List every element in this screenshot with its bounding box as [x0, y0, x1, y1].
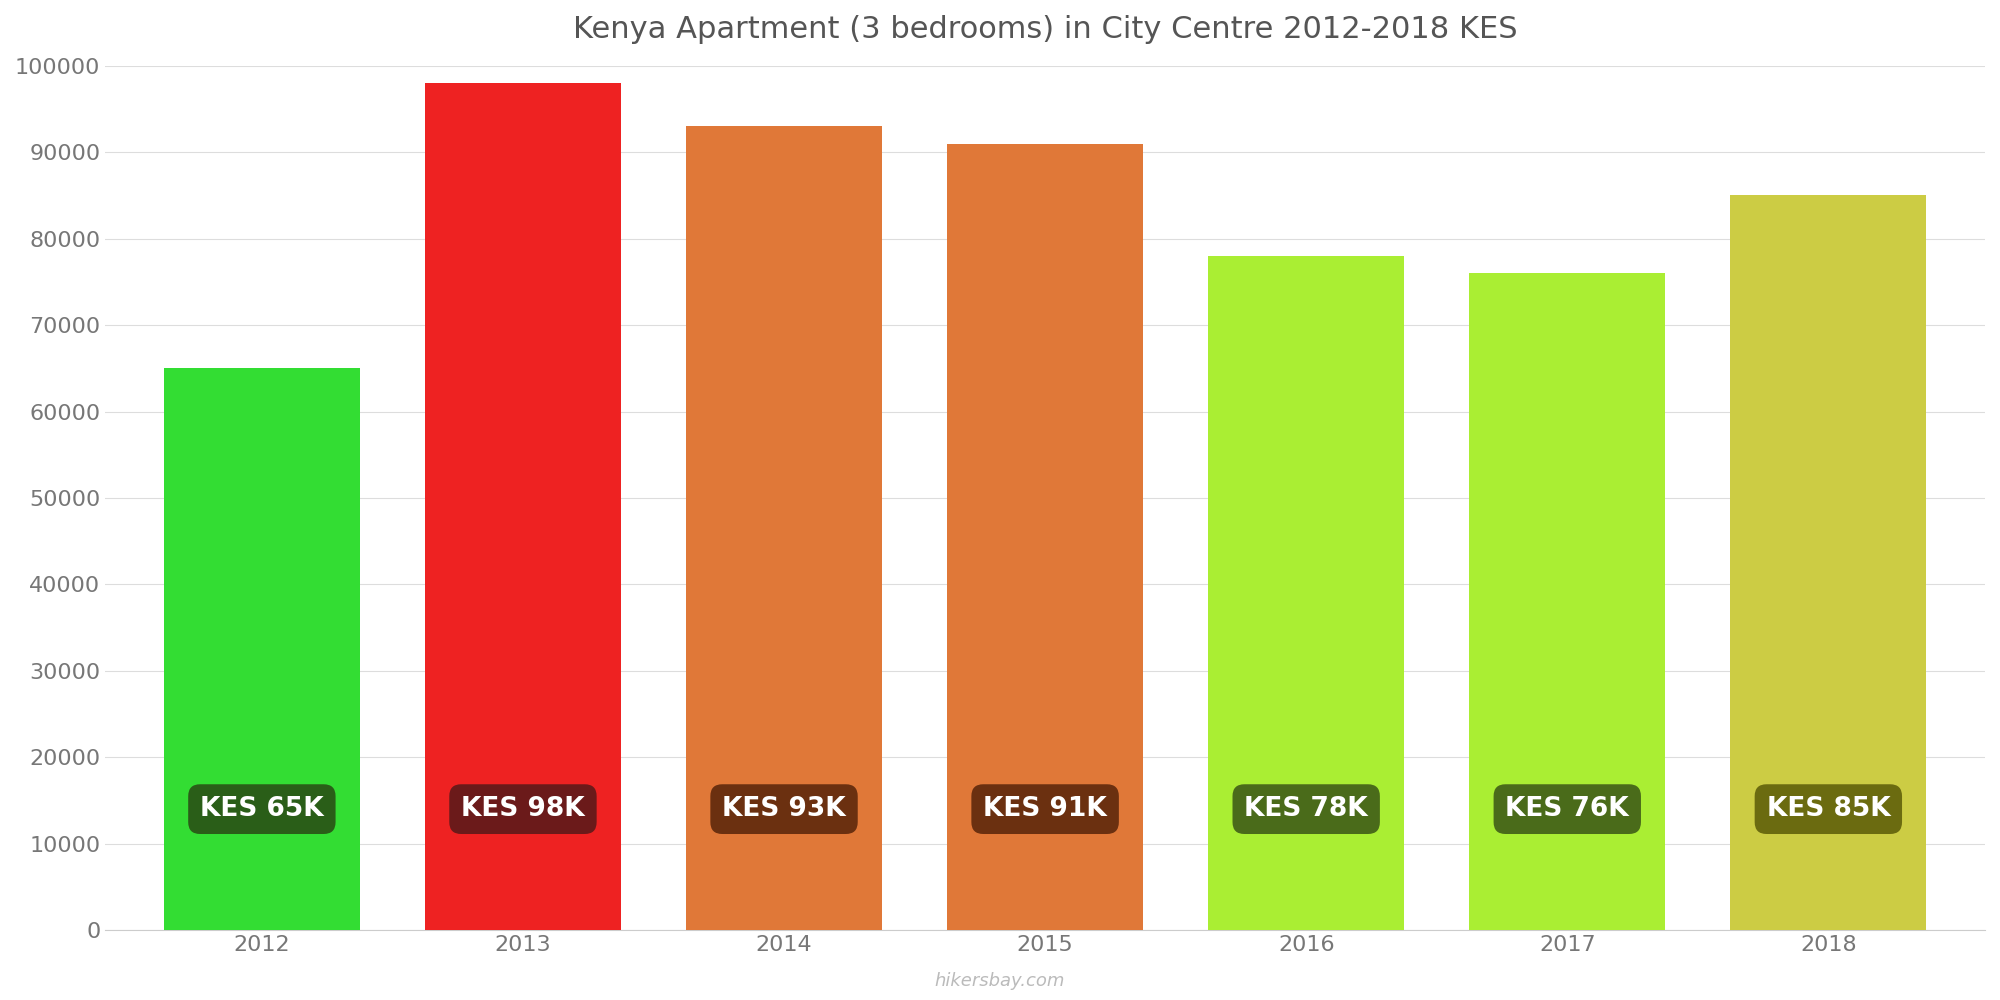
Text: KES 98K: KES 98K	[462, 796, 584, 822]
Text: KES 76K: KES 76K	[1506, 796, 1630, 822]
Text: KES 85K: KES 85K	[1766, 796, 1890, 822]
Bar	[686, 126, 882, 930]
Bar	[1730, 195, 1926, 930]
Bar	[1470, 273, 1666, 930]
Bar	[164, 368, 360, 930]
Bar	[1208, 256, 1404, 930]
Bar	[426, 83, 620, 930]
Text: KES 91K: KES 91K	[984, 796, 1106, 822]
Text: KES 93K: KES 93K	[722, 796, 846, 822]
Text: KES 78K: KES 78K	[1244, 796, 1368, 822]
Title: Kenya Apartment (3 bedrooms) in City Centre 2012-2018 KES: Kenya Apartment (3 bedrooms) in City Cen…	[572, 15, 1518, 44]
Text: KES 65K: KES 65K	[200, 796, 324, 822]
Text: hikersbay.com: hikersbay.com	[934, 972, 1066, 990]
Bar	[948, 144, 1144, 930]
